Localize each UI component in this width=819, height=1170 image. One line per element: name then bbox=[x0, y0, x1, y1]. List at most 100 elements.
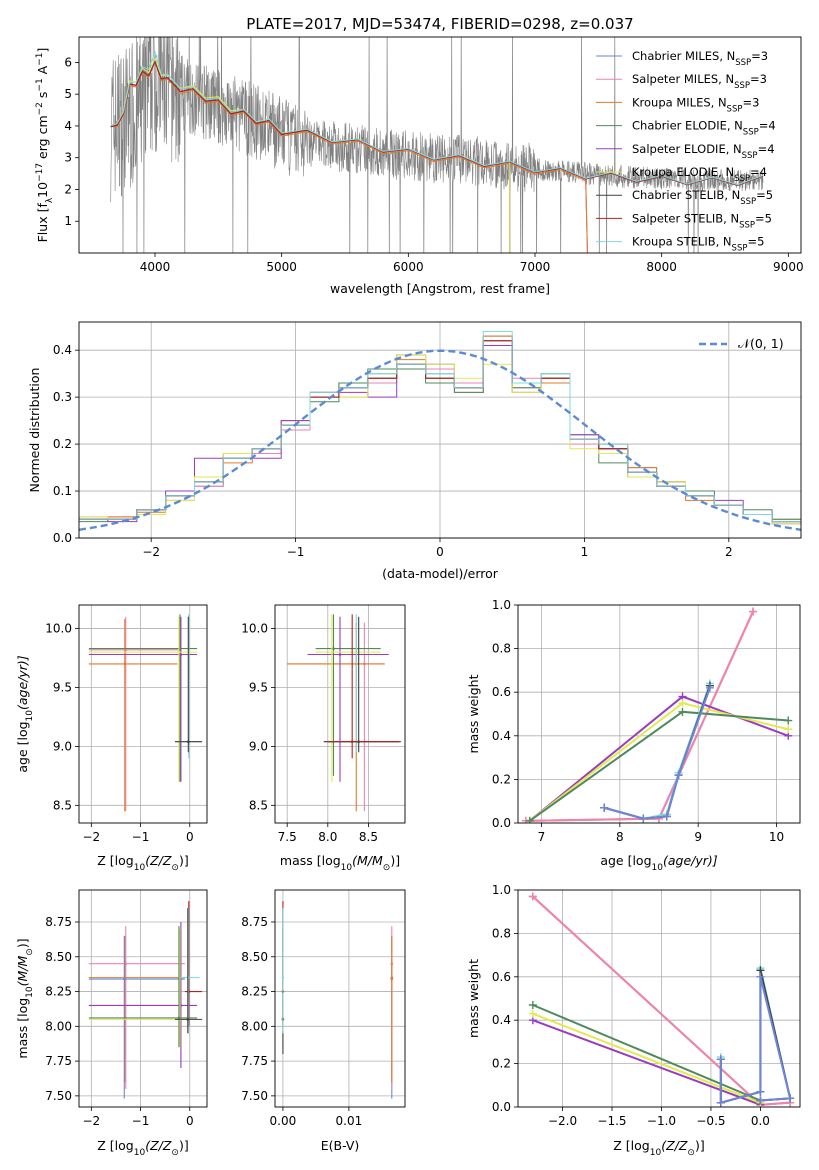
label-part: )] bbox=[695, 1138, 705, 1153]
axes-frame bbox=[274, 889, 406, 1108]
errorbar-chabrier_miles bbox=[88, 935, 185, 1099]
weight-series-kroupa_stelib bbox=[716, 964, 795, 1107]
y-tick-label: 5 bbox=[64, 87, 72, 101]
weight-series-chabrier_elodie bbox=[528, 1001, 765, 1105]
label-part: ⊙ bbox=[25, 948, 35, 956]
axes-frame bbox=[517, 889, 801, 1108]
weight-marker bbox=[662, 812, 671, 821]
x-tick-label: −1.0 bbox=[647, 1114, 676, 1128]
legend-end: =5 bbox=[756, 188, 773, 202]
weight-series-salpeter_elodie bbox=[525, 692, 793, 823]
y-tick-label: 0.8 bbox=[492, 926, 511, 940]
label-part: 10 bbox=[134, 1148, 146, 1158]
y-axis-label: age [log10(age/yr)] bbox=[15, 655, 35, 772]
x-tick-label: 6000 bbox=[393, 260, 424, 274]
plot-area-z_vs_mass bbox=[88, 901, 203, 1099]
x-axis-label: age [log10(age/yr)] bbox=[600, 853, 717, 873]
label-part: mass weight bbox=[466, 674, 481, 753]
axes-frame bbox=[78, 604, 208, 824]
model-spectrum-salpeter_stelib bbox=[110, 60, 764, 186]
y-tick-label: 8.50 bbox=[241, 950, 268, 964]
errorbar-chabrier_stelib bbox=[323, 616, 400, 753]
weight-line bbox=[719, 967, 792, 1104]
x-axis-label: E(B-V) bbox=[321, 1138, 360, 1153]
legend-label: Kroupa MILES, NSSP=3 bbox=[632, 95, 759, 114]
legend-end: =3 bbox=[742, 95, 759, 109]
weight-series-kroupa_miles bbox=[521, 607, 757, 823]
label-part: (data-model)/error bbox=[382, 566, 499, 581]
legend-text: Salpeter ELODIE, N bbox=[632, 142, 742, 156]
histogram-kroupa_stelib bbox=[79, 330, 801, 523]
errorbar-salpeter_elodie bbox=[88, 921, 198, 1069]
weight-marker bbox=[716, 1055, 725, 1064]
label-part: ⊙ bbox=[171, 863, 179, 873]
x-tick-label: 2 bbox=[725, 545, 733, 559]
errorbar-chabrier_elodie bbox=[315, 614, 381, 776]
label-part: −1 bbox=[35, 53, 45, 66]
data-point bbox=[330, 650, 334, 654]
weight-marker bbox=[756, 1096, 765, 1105]
model-spectrum-kroupa_miles bbox=[110, 60, 588, 253]
x-tick-label: 0.00 bbox=[270, 1114, 297, 1128]
y-tick-label: 0.4 bbox=[492, 1013, 511, 1027]
y-tick-label: 7.75 bbox=[241, 1054, 268, 1068]
errorbar-chabrier_elodie bbox=[88, 926, 198, 1048]
legend-text: Chabrier MILES, N bbox=[632, 49, 735, 63]
y-tick-label: 10.0 bbox=[241, 622, 268, 636]
errorbar-kroupa_miles bbox=[88, 619, 178, 812]
weight-series-salpeter_miles bbox=[521, 607, 757, 823]
errorbar-kroupa_elodie bbox=[315, 614, 381, 782]
label-part: Flux [f bbox=[35, 203, 50, 243]
weight-marker bbox=[678, 707, 687, 716]
y-tick-label: 8.50 bbox=[45, 950, 72, 964]
label-part: ⊙ bbox=[383, 863, 391, 873]
axes-frame bbox=[78, 36, 802, 254]
legend-label: Chabrier ELODIE, NSSP=4 bbox=[632, 119, 776, 138]
axes-frame bbox=[517, 604, 801, 824]
y-tick-label: 8.25 bbox=[45, 985, 72, 999]
legend-sub: SSP bbox=[734, 81, 750, 91]
y-tick-label: 0.1 bbox=[53, 484, 72, 498]
y-tick-label: 0.8 bbox=[492, 642, 511, 656]
legend-label: Chabrier MILES, NSSP=3 bbox=[632, 49, 768, 68]
label-part: )] bbox=[179, 853, 189, 868]
y-axis-label: mass weight bbox=[466, 674, 481, 753]
legend-text: Chabrier STELIB, N bbox=[632, 188, 740, 202]
errorbar-salpeter_stelib bbox=[327, 614, 401, 759]
data-point bbox=[186, 740, 190, 743]
errorbar-salpeter_miles bbox=[88, 926, 185, 1089]
weight-marker bbox=[749, 607, 757, 616]
label-part: −17 bbox=[35, 163, 45, 182]
data-point bbox=[123, 662, 127, 666]
legend-text: Kroupa STELIB, N bbox=[632, 235, 732, 249]
histogram-kroupa_elodie bbox=[79, 354, 801, 525]
y-tick-label: 8.00 bbox=[241, 1019, 268, 1033]
weight-marker bbox=[528, 1009, 537, 1018]
legend-sub: SSP bbox=[734, 174, 750, 184]
legend-label: Salpeter ELODIE, NSSP=4 bbox=[632, 142, 775, 161]
panel-mass_vs_age: 7.5 8.0 8.5 8.5 9.0 9.5 10.0 mass [log10(M/M⊙)] bbox=[241, 604, 406, 873]
y-axis-label: mass [log10(M/M⊙)] bbox=[15, 938, 35, 1058]
label-part: wavelength [Angstrom, rest frame] bbox=[330, 281, 550, 296]
errorbar-kroupa_stelib bbox=[281, 908, 285, 1034]
legend-text: Salpeter STELIB, N bbox=[632, 211, 739, 225]
legend-label: Kroupa STELIB, NSSP=5 bbox=[632, 235, 764, 254]
y-tick-label: 8.75 bbox=[241, 915, 268, 929]
label-part: λ bbox=[45, 197, 55, 203]
y-tick-label: 2 bbox=[64, 182, 72, 196]
y-tick-label: 0.0 bbox=[53, 531, 72, 545]
errorbar-kroupa_stelib bbox=[323, 614, 400, 753]
label-part: 10 bbox=[652, 863, 664, 873]
label-part: (Z/Z bbox=[661, 1138, 688, 1153]
y-tick-label: 0.0 bbox=[492, 1100, 511, 1114]
weight-marker bbox=[528, 1001, 537, 1010]
x-tick-label: 5000 bbox=[266, 260, 297, 274]
plot-area-mass_weight_vs_age bbox=[521, 607, 793, 823]
weight-series-chabrier_miles bbox=[600, 683, 714, 823]
observed-spectrum bbox=[110, 37, 764, 253]
weight-line bbox=[532, 1019, 761, 1106]
y-tick-label: 4 bbox=[64, 119, 72, 133]
y-tick-label: 1 bbox=[64, 214, 72, 228]
